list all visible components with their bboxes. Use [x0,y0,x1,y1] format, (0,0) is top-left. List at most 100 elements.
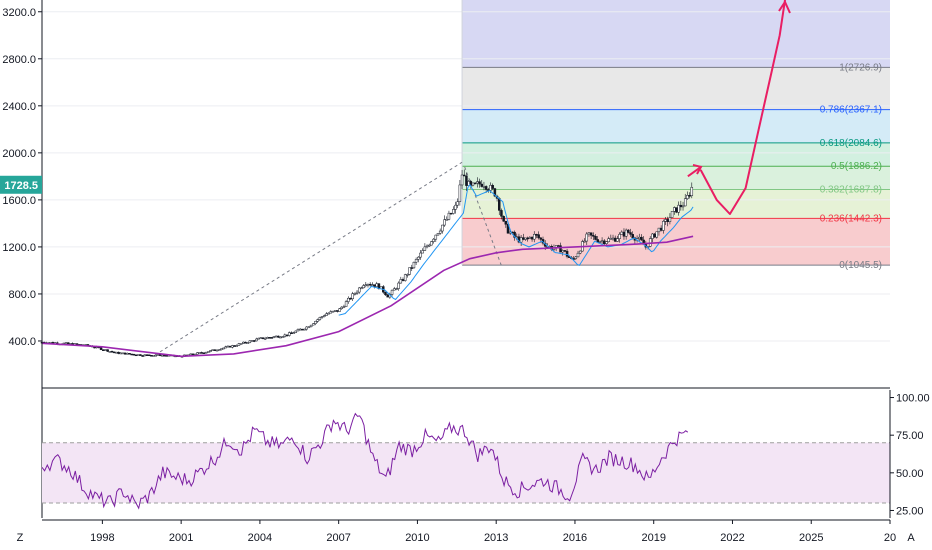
fib-zone-5 [462,67,890,110]
price-tick-label: 2400.0 [2,101,36,113]
candle-body [482,186,486,188]
rsi-band-fill [42,442,890,503]
candle-body [259,337,263,339]
candle-body [364,284,368,287]
candle-body [309,324,313,328]
candle-body [115,351,118,354]
price-axis[interactable]: 400.0 800.0 1200.0 1600.0 2000.0 2400.0 2800.0… [0,0,890,518]
candle-body [535,234,538,236]
candle-body [465,175,468,186]
time-axis[interactable]: 1998 2001 2004 2007 2010 2013 2016 2019 2022 2025… [42,519,896,544]
candle-body [207,351,210,353]
fib-level-label: 0.382(1687.8) [820,185,882,196]
candle-body [664,219,667,222]
candle-body [126,353,129,355]
rsi-pane: 25.00 50.00 75.00 100.00 [41,390,930,518]
candle-body [318,317,322,320]
candle-body [154,354,158,357]
candle-body [222,347,225,350]
candle-body [408,267,411,275]
time-tick-label: 2025 [799,532,823,544]
candle-body [677,204,680,213]
candle-body [427,244,431,247]
candle-body [248,340,252,343]
fib-level-label: 0.5(1886.2) [831,161,882,172]
candle-body [152,355,155,357]
candle-body [121,352,125,355]
candle-body [519,237,523,243]
candle-body [290,332,293,334]
candle-body [349,297,352,300]
time-tick-label: 2019 [641,532,665,544]
candle-body [502,216,505,222]
candle-body [478,181,481,185]
candle-body [589,232,593,236]
candle-body [108,351,112,353]
projection-arrowhead [778,0,791,14]
candle-body [104,349,107,351]
candle-body [557,245,560,247]
candle-body [401,279,405,281]
candle-body [266,337,269,339]
price-pane: 0(1045.5) 0.236(1442.3) 0.382(1687.8) 0.5(1… [0,0,890,518]
rsi-tick-label: 25.00 [896,505,924,517]
candle-body [137,354,140,356]
candle-body [592,235,595,237]
candle-body [198,352,201,354]
candle-body [320,316,324,318]
price-tick-label: 3200.0 [2,7,36,19]
candle-body [375,283,378,287]
candle-body [600,240,604,243]
candle-body [213,349,217,351]
time-tick-label: 2016 [563,532,587,544]
candle-body [132,353,136,356]
projection-drawing [687,0,791,215]
candle-body [75,343,79,345]
candle-body [102,349,105,351]
candle-body [281,336,284,338]
candle-body [303,328,306,331]
candle-body [220,348,223,350]
candle-body [217,349,221,351]
rsi-axis[interactable]: 25.00 50.00 75.00 100.00 [889,390,930,518]
candle-body [493,188,497,197]
candle-body [123,352,127,355]
candle-body [301,328,304,331]
bottom-right-label[interactable]: A [907,532,915,544]
candle-body [165,355,168,357]
candle-body [443,219,446,226]
candle-body [327,312,330,315]
candle-body [585,233,589,242]
candle-body [460,174,464,186]
candle-body [668,217,672,222]
candle-body [292,332,295,334]
candle-body [342,306,346,308]
price-tick-label: 1200.0 [2,242,36,254]
candle-body [340,306,343,309]
fibonacci-zones [462,0,890,266]
candle-body [449,212,453,215]
candle-body [252,340,256,342]
candle-body [141,355,144,357]
candle-body [191,353,195,356]
candle-body [139,354,142,356]
fib-level-label: 0.236(1442.3) [820,213,882,224]
candle-body [561,250,564,253]
candle-body [430,241,433,246]
candle-body [261,337,265,340]
candle-body [471,182,475,186]
candle-body [285,334,289,337]
candle-body [629,232,632,235]
candle-body [270,337,273,339]
candle-body [638,236,641,239]
candle-body [414,259,418,263]
candle-body [666,219,669,222]
candle-body [329,311,333,314]
candle-body [627,229,630,233]
candle-body [239,343,243,345]
candle-body [506,224,510,234]
candle-body [231,345,234,348]
bottom-left-label[interactable]: Z [17,532,24,544]
candle-body [305,326,308,330]
